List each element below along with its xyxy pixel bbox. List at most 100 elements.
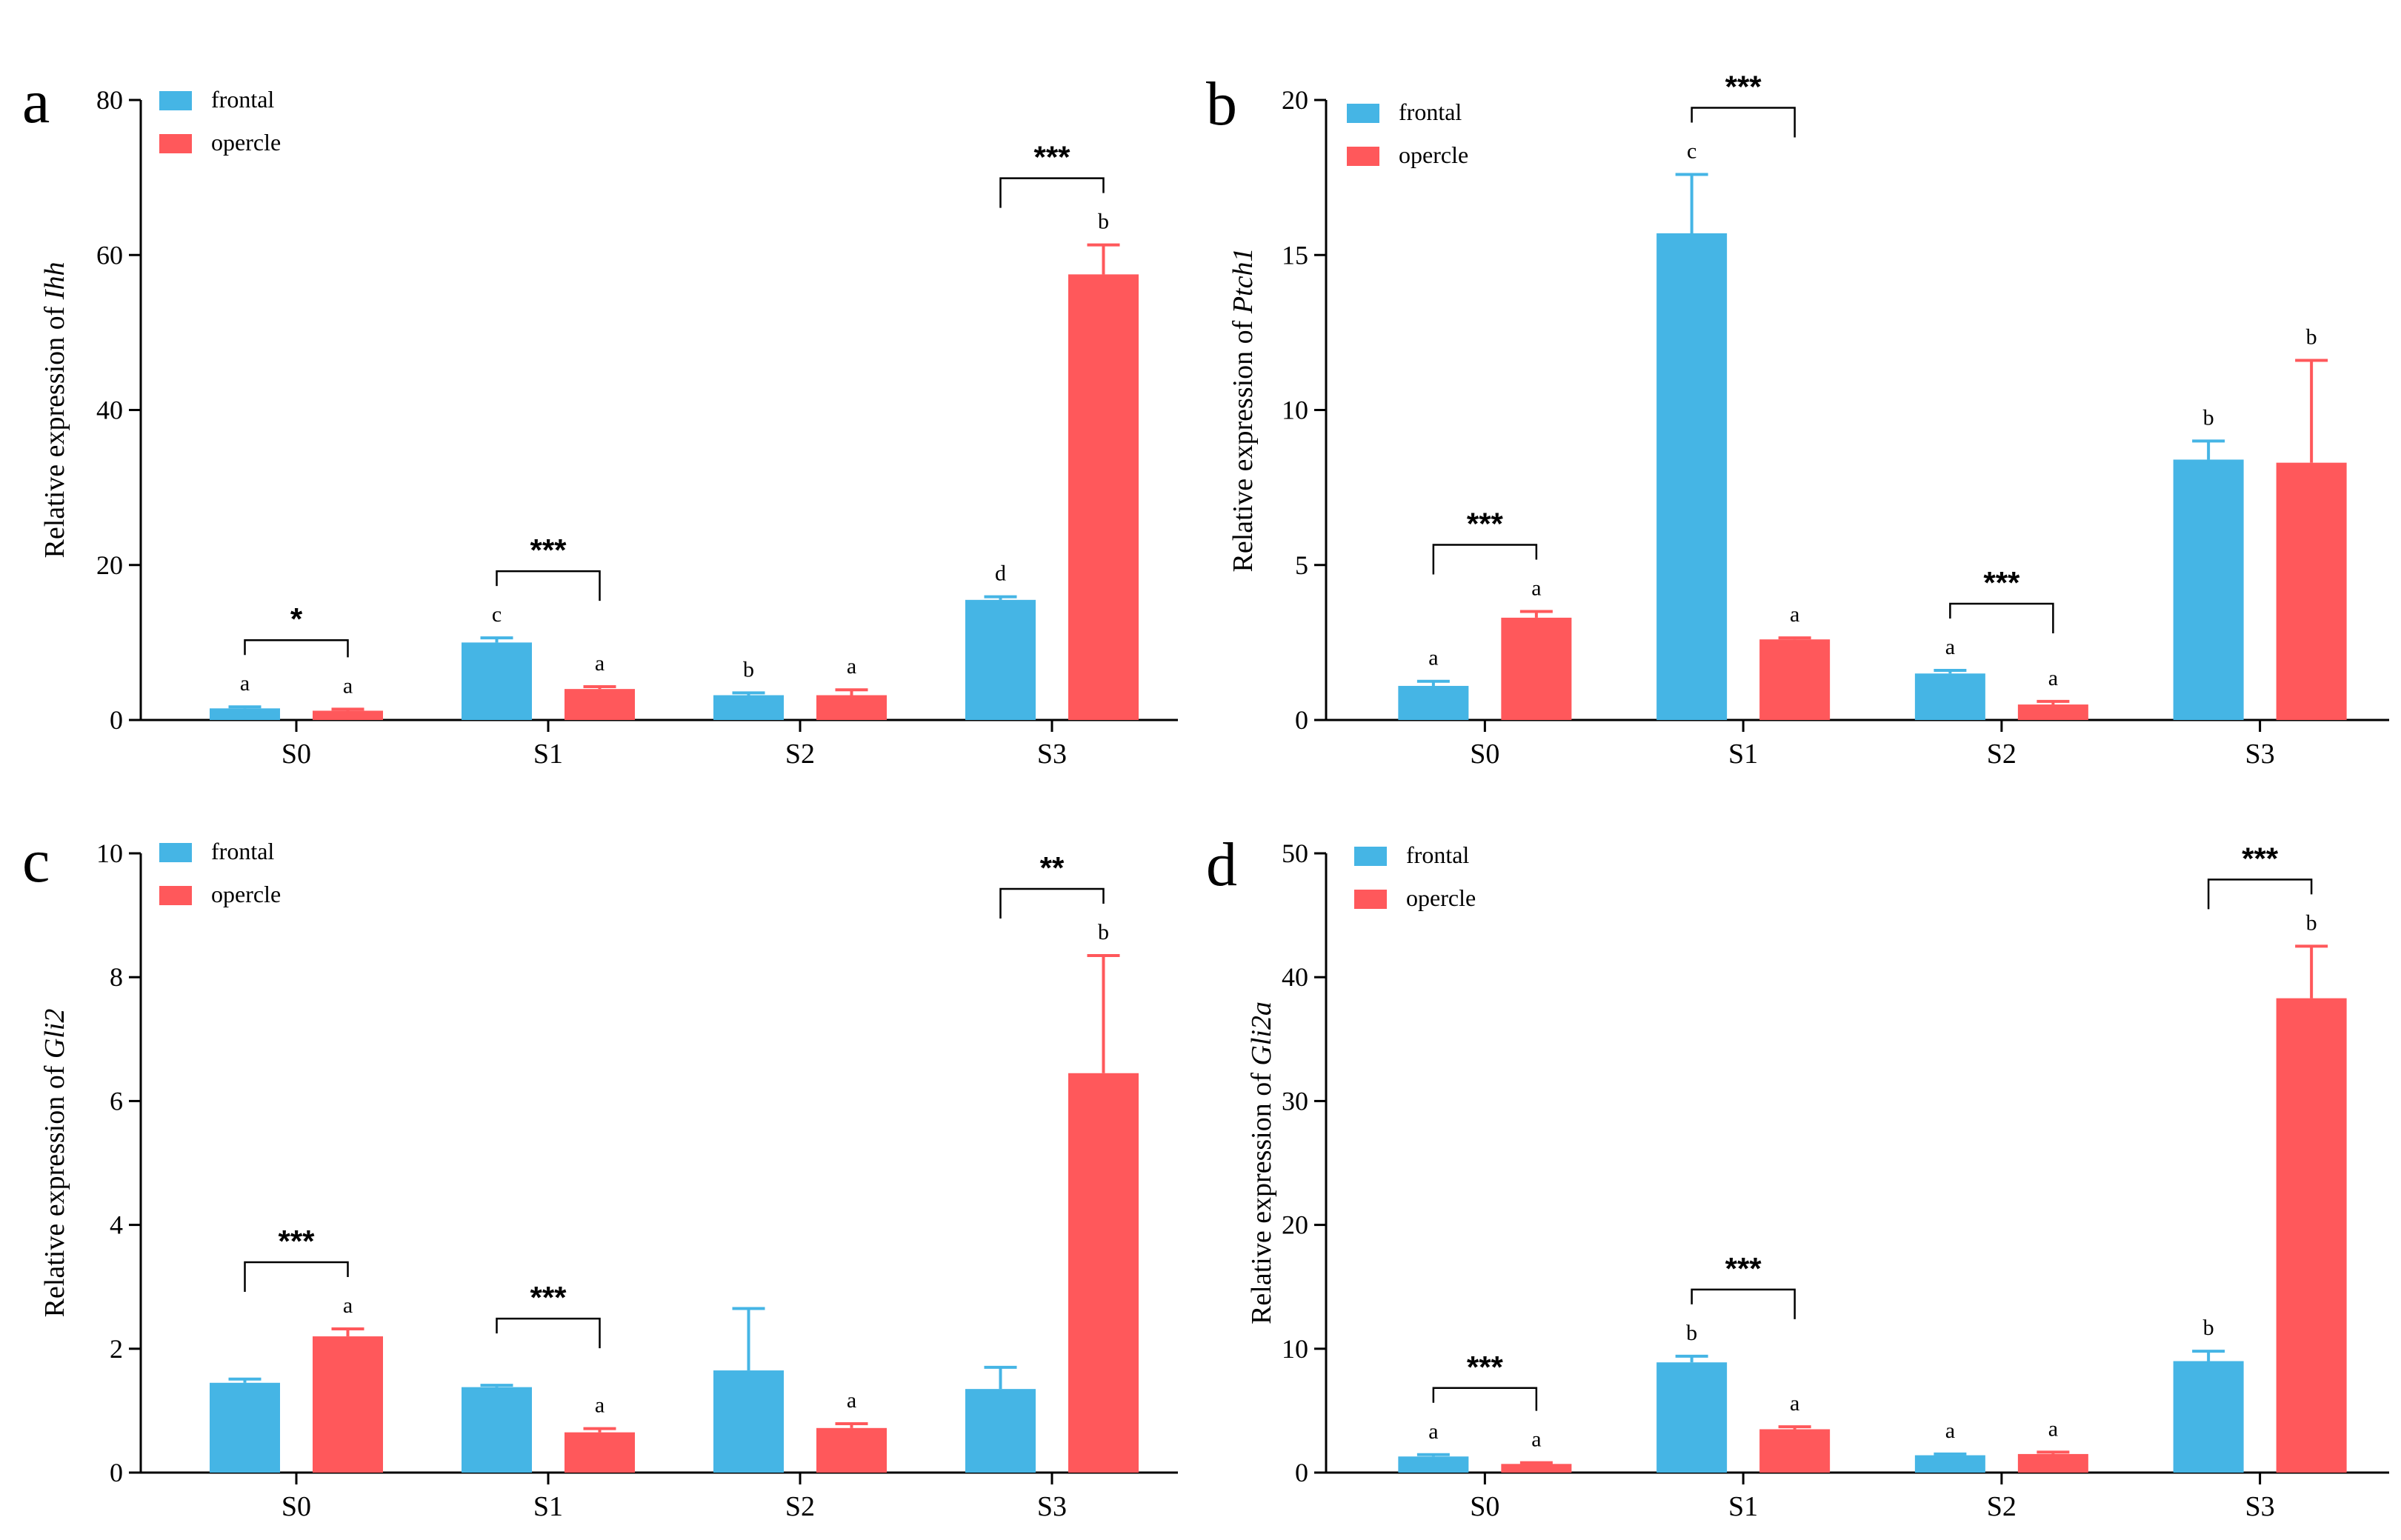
significance-letter: d (995, 561, 1006, 586)
x-tick-label: S1 (1728, 739, 1758, 770)
significance-stars: *** (530, 533, 567, 567)
legend-swatch-frontal (1347, 104, 1379, 123)
significance-bracket (1432, 544, 1538, 575)
significance-stars: *** (1725, 1251, 1762, 1286)
significance-stars: *** (2242, 841, 2279, 876)
y-axis-label: Relative expression of Ptch1 (1228, 248, 1259, 573)
legend-label-frontal: frontal (1399, 99, 1462, 125)
bar-opercle-S1 (1759, 1429, 1831, 1473)
bar-frontal-S1 (462, 1387, 532, 1473)
significance-stars: *** (530, 1280, 567, 1315)
legend-label-opercle: opercle (1399, 141, 1468, 168)
bar-opercle-S1 (1759, 639, 1831, 720)
significance-bracket (2207, 879, 2313, 910)
bar-opercle-S0 (1501, 617, 1572, 720)
x-tick-label: S3 (1037, 739, 1067, 770)
significance-letter: b (1686, 1321, 1697, 1345)
bar-opercle-S0 (1501, 1464, 1572, 1473)
y-tick-label: 30 (1282, 1086, 1308, 1116)
significance-stars: *** (1983, 565, 2020, 600)
significance-bracket (1691, 107, 1796, 138)
significance-letter: a (1531, 576, 1541, 601)
significance-letter: a (595, 651, 605, 676)
y-axis-label-prefix: Relative expression of (1228, 313, 1259, 572)
legend-label-opercle: opercle (211, 881, 281, 907)
x-tick-label: S0 (1470, 1491, 1499, 1522)
bar-frontal-S0 (210, 1382, 280, 1473)
legend-label-frontal: frontal (1406, 841, 1469, 868)
panel-a: a 0 20 40 60 80 Relative expression of Ihh S0 S1… (22, 67, 1178, 770)
y-axis-label-gene: Ihh (39, 262, 70, 301)
significance-stars: *** (1725, 69, 1762, 104)
y-tick-label: 10 (96, 839, 123, 868)
legend-swatch-opercle (159, 886, 192, 905)
bar-frontal-S3 (2173, 459, 2244, 720)
significance-stars: ** (1040, 850, 1065, 885)
y-tick-label: 50 (1282, 839, 1308, 868)
x-tick-label: S3 (1037, 1491, 1067, 1522)
x-tick-label: S2 (1987, 1491, 2017, 1522)
significance-letter: a (240, 671, 250, 696)
significance-letter: a (847, 1388, 856, 1413)
legend-label-opercle: opercle (211, 129, 281, 156)
bar-frontal-S3 (965, 1389, 1036, 1473)
panel-letter: b (1206, 70, 1237, 139)
significance-letter: a (1531, 1427, 1541, 1452)
significance-letter: a (595, 1393, 605, 1418)
bar-frontal-S0 (210, 708, 280, 720)
x-tick-label: S2 (785, 1491, 815, 1522)
significance-letter: a (1428, 1419, 1438, 1444)
x-tick-label: S3 (2245, 1491, 2275, 1522)
x-tick-label: S2 (785, 739, 815, 770)
bar-opercle-S3 (2276, 998, 2347, 1473)
y-tick-label: 10 (1282, 1334, 1308, 1364)
significance-bracket (1949, 602, 2054, 634)
bar-frontal-S0 (1398, 685, 1469, 720)
x-tick-label: S1 (533, 739, 563, 770)
bar-frontal-S1 (1656, 1362, 1728, 1473)
panel-letter: a (22, 67, 50, 136)
y-axis-label: Relative expression of Gli2 (39, 1009, 70, 1318)
legend-label-frontal: frontal (211, 86, 274, 113)
bar-opercle-S2 (816, 1427, 887, 1473)
legend-swatch-frontal (159, 91, 192, 110)
significance-letter: a (1790, 602, 1799, 627)
y-tick-label: 0 (110, 1458, 123, 1487)
significance-stars: *** (1467, 507, 1504, 541)
y-tick-label: 8 (110, 962, 123, 992)
significance-letter: a (1428, 646, 1438, 670)
significance-letter: c (492, 602, 502, 627)
significance-bracket (244, 639, 349, 658)
bar-frontal-S2 (1914, 673, 1985, 720)
significance-letter: b (2203, 1316, 2214, 1340)
y-axis-label-prefix: Relative expression of (39, 1059, 70, 1317)
y-tick-label: 20 (96, 550, 123, 580)
significance-letter: c (1687, 139, 1696, 163)
significance-bracket (244, 1261, 349, 1293)
x-tick-label: S0 (282, 739, 311, 770)
panel-d: d 0 10 20 30 40 50 Relative expression of Gli2a… (1206, 830, 2389, 1522)
significance-letter: a (1790, 1391, 1799, 1416)
significance-bracket (999, 177, 1105, 208)
significance-letter: b (2306, 910, 2317, 935)
bar-opercle-S2 (2017, 704, 2088, 720)
y-tick-label: 20 (1282, 1210, 1308, 1240)
significance-letter: a (2048, 1416, 2058, 1441)
significance-stars: * (290, 601, 303, 636)
significance-bracket (496, 1317, 601, 1349)
y-tick-label: 0 (110, 705, 123, 735)
panel-letter: d (1206, 830, 1237, 899)
significance-letter: b (743, 657, 754, 681)
bar-frontal-S1 (1656, 233, 1728, 721)
bar-frontal-S1 (462, 642, 532, 720)
y-axis-label: Relative expression of Ihh (39, 262, 70, 559)
significance-letter: b (2203, 405, 2214, 430)
significance-stars: *** (278, 1224, 315, 1259)
significance-stars: *** (1033, 140, 1070, 175)
significance-bracket (1432, 1387, 1538, 1411)
significance-letter: b (1098, 920, 1109, 944)
significance-bracket (999, 887, 1105, 919)
x-tick-label: S3 (2245, 739, 2275, 770)
bar-opercle-S3 (1068, 1073, 1139, 1473)
